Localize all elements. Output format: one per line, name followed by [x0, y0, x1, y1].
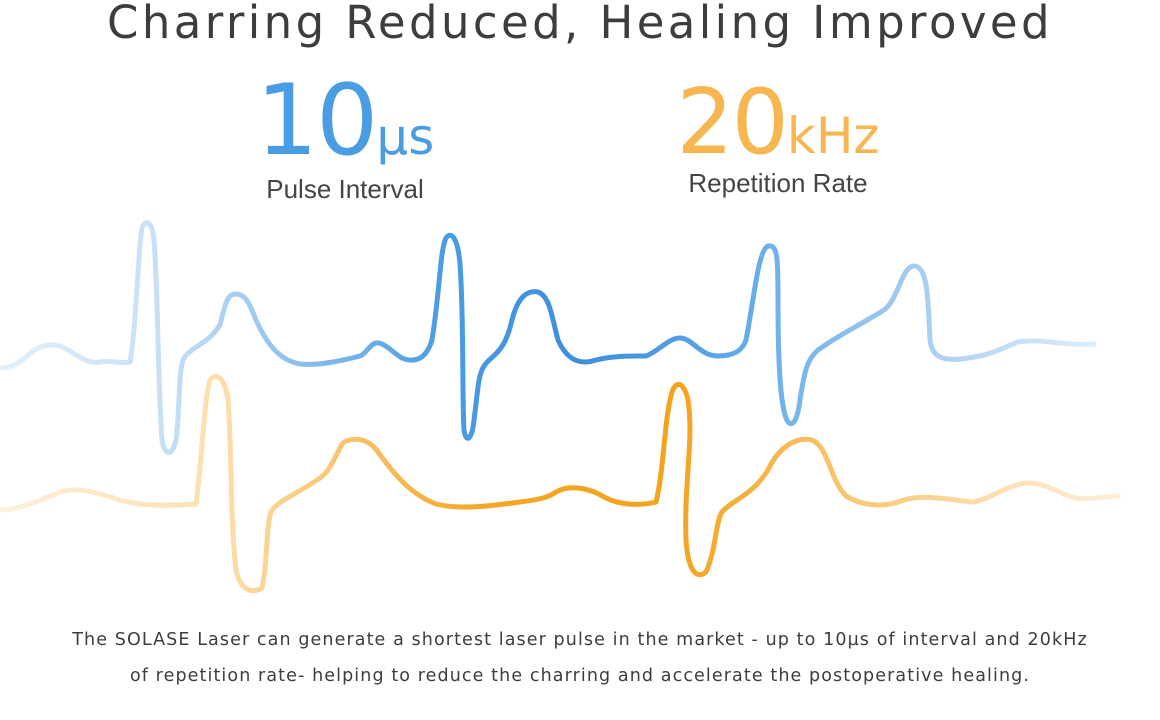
stat-label: Pulse Interval	[266, 174, 424, 204]
stat-number: 10	[255, 64, 379, 178]
description: The SOLASE Laser can generate a shortest…	[0, 622, 1160, 694]
description-line-2: of repetition rate- helping to reduce th…	[129, 666, 1031, 686]
headline: Charring Reduced, Healing Improved	[107, 0, 1053, 49]
stat-label: Repetition Rate	[688, 168, 868, 198]
stat-value: 10µs	[205, 72, 485, 170]
stat-unit: µs	[376, 108, 435, 166]
stat-pulse-interval: 10µs Pulse Interval	[205, 72, 485, 205]
orange-waveform	[0, 373, 1121, 594]
description-line-1: The SOLASE Laser can generate a shortest…	[72, 630, 1088, 650]
stat-number: 20	[676, 70, 789, 175]
blue-waveform	[0, 220, 1097, 455]
stat-unit: kHz	[786, 107, 880, 165]
stat-value: 20kHz	[638, 78, 918, 168]
stat-repetition-rate: 20kHz Repetition Rate	[638, 78, 918, 199]
